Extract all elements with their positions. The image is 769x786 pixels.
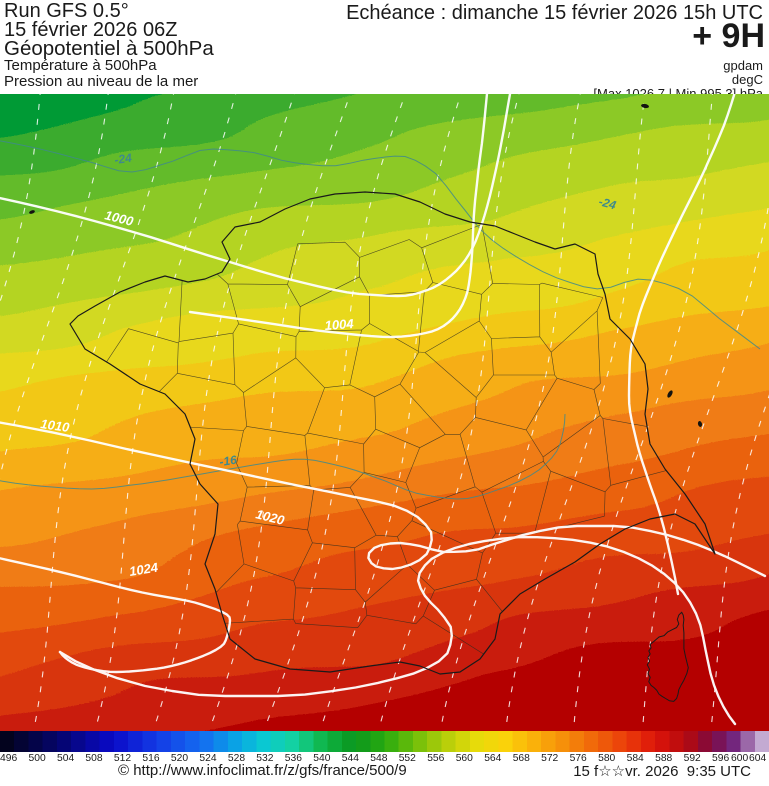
svg-text:-24: -24	[113, 151, 132, 167]
svg-text:1004: 1004	[324, 316, 355, 333]
svg-text:-16: -16	[218, 453, 237, 469]
